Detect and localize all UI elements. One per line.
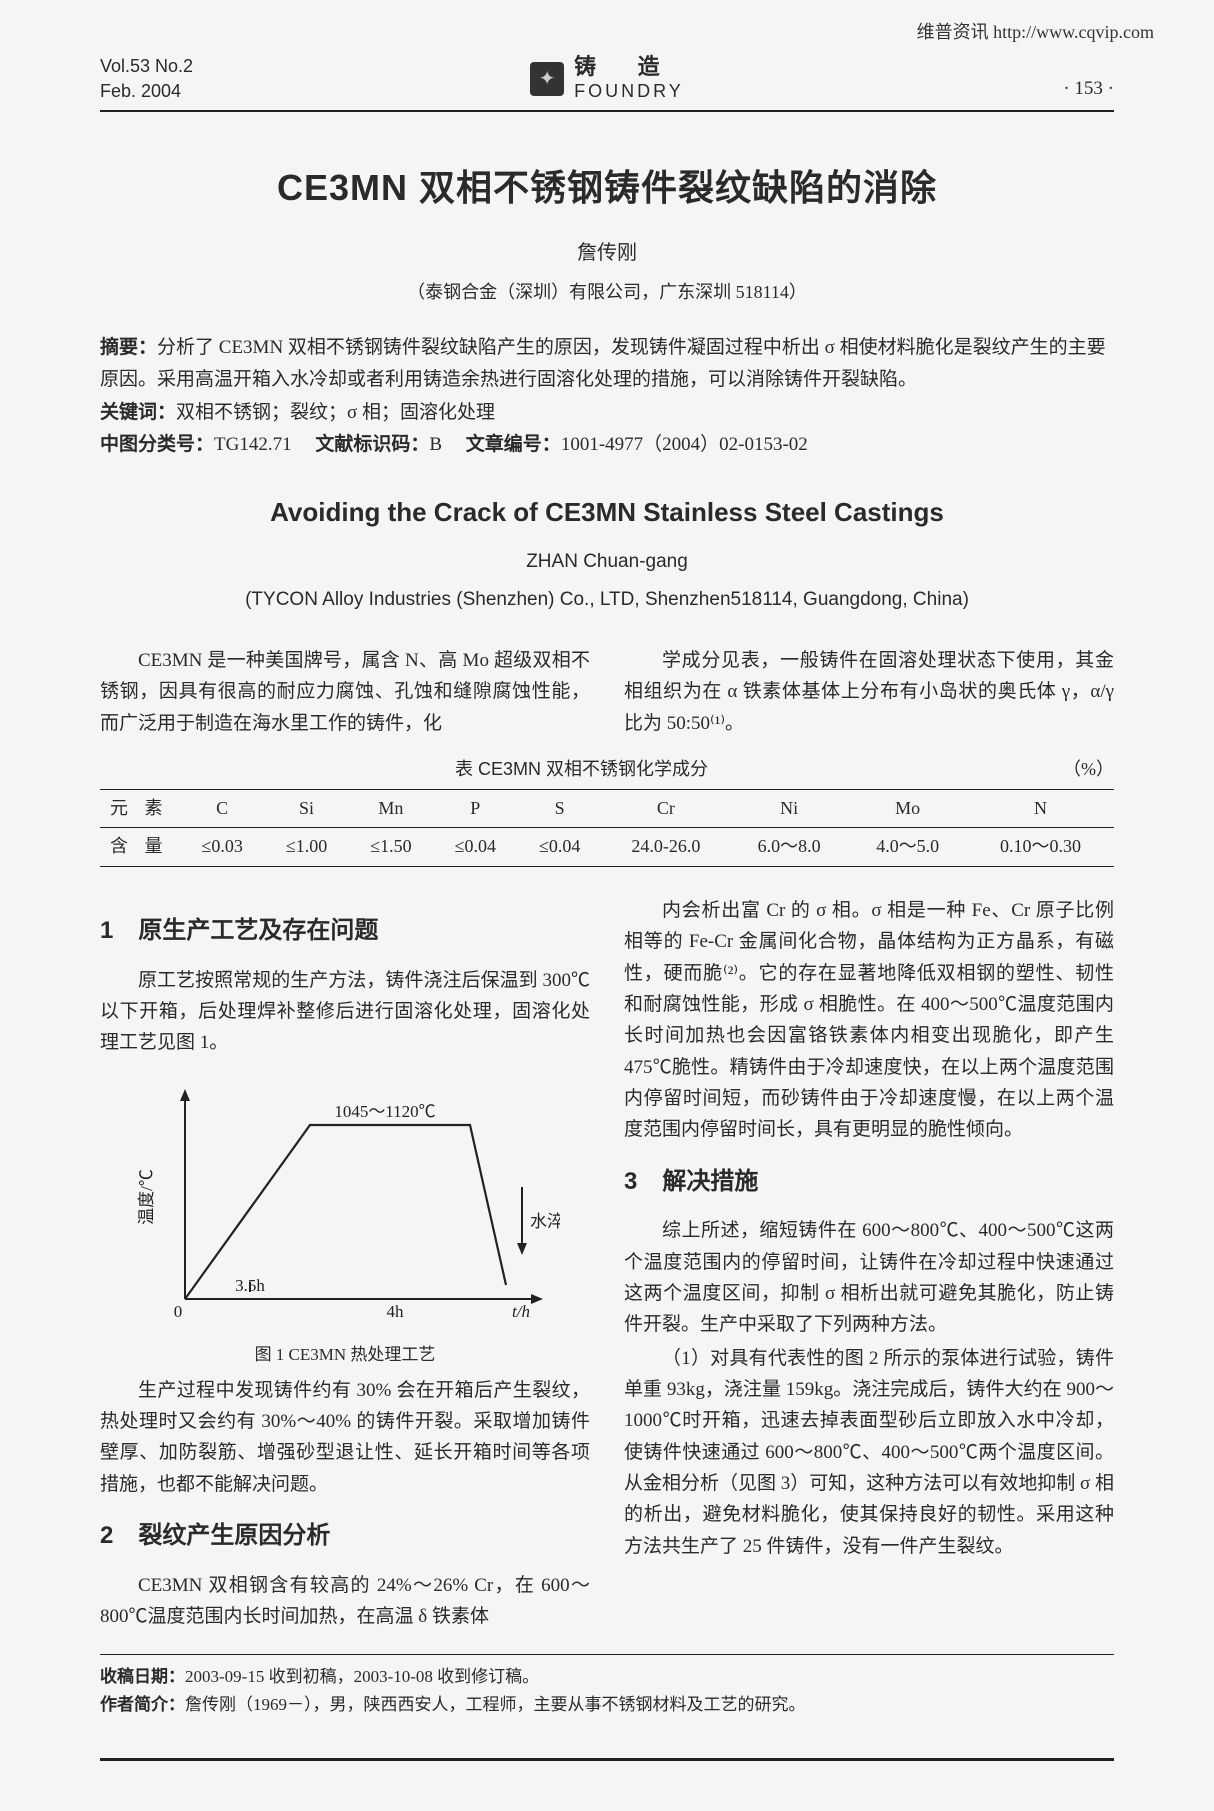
chart-rise-label: 3.5h [235, 1276, 265, 1295]
page: Vol.53 No.2 Feb. 2004 ✦ 铸 造 FOUNDRY · 15… [0, 48, 1214, 1811]
clc-label: 中图分类号： [100, 434, 214, 455]
section-1-heading: 1原生产工艺及存在问题 [100, 911, 590, 951]
article-title-en: Avoiding the Crack of CE3MN Stainless St… [100, 491, 1114, 534]
section-1-p2: 生产过程中发现铸件约有 30% 会在开箱后产生裂纹，热处理时又会约有 30%～4… [100, 1375, 590, 1500]
composition-table: 元 素 C Si Mn P S Cr Ni Mo N 含 量 ≤0.03 ≤1.… [100, 789, 1114, 867]
articleno-label: 文章编号： [466, 434, 561, 455]
author-cn: 詹传刚 [100, 237, 1114, 270]
left-column: 1原生产工艺及存在问题 原工艺按照常规的生产方法，铸件浇注后保温到 300℃以下… [100, 895, 590, 1634]
table-val: ≤1.50 [349, 828, 433, 867]
abstract-block: 摘要：分析了 CE3MN 双相不锈钢铸件裂纹缺陷产生的原因，发现铸件凝固过程中析… [100, 332, 1114, 461]
section-2-title: 裂纹产生原因分析 [138, 1522, 330, 1549]
journal-name-cn: 铸 造 [574, 54, 678, 79]
table-row: 含 量 ≤0.03 ≤1.00 ≤1.50 ≤0.04 ≤0.04 24.0-2… [100, 828, 1114, 867]
section-1-title: 原生产工艺及存在问题 [138, 917, 378, 944]
table-col: C [180, 789, 264, 828]
table-val: ≤0.04 [518, 828, 602, 867]
author-en: ZHAN Chuan-gang [100, 546, 1114, 577]
table-header-label: 元 素 [100, 789, 180, 828]
table-col: N [967, 789, 1114, 828]
table-val: ≤0.04 [433, 828, 517, 867]
affiliation-cn: （泰钢合金（深圳）有限公司，广东深圳 518114） [100, 278, 1114, 308]
received-label: 收稿日期： [100, 1667, 185, 1686]
chart-hold-label: 4h [387, 1302, 405, 1321]
right-p1: 内会析出富 Cr 的 σ 相。σ 相是一种 Fe、Cr 原子比例相等的 Fe-C… [624, 895, 1114, 1146]
author-bio-text: 詹传刚（1969－），男，陕西西安人，工程师，主要从事不锈钢材料及工艺的研究。 [185, 1695, 806, 1714]
chart-xlabel: t/h [512, 1302, 530, 1321]
section-3-p2: （1）对具有代表性的图 2 所示的泵体进行试验，铸件单重 93kg，浇注量 15… [624, 1343, 1114, 1562]
article-footer: 收稿日期：2003-09-15 收到初稿，2003-10-08 收到修订稿。 作… [100, 1663, 1114, 1717]
journal-name-en: FOUNDRY [574, 81, 684, 101]
abstract-label: 摘要： [100, 337, 157, 358]
intro-left: CE3MN 是一种美国牌号，属含 N、高 Mo 超级双相不锈钢，因具有很高的耐应… [100, 645, 590, 739]
abstract-text: 分析了 CE3MN 双相不锈钢铸件裂纹缺陷产生的原因，发现铸件凝固过程中析出 σ… [100, 337, 1106, 390]
volume-line: Vol.53 No.2 [100, 54, 404, 79]
intro-columns: CE3MN 是一种美国牌号，属含 N、高 Mo 超级双相不锈钢，因具有很高的耐应… [100, 645, 1114, 739]
footer-separator [100, 1654, 1114, 1655]
keywords-text: 双相不锈钢；裂纹；σ 相；固溶化处理 [176, 402, 495, 423]
section-3-p1: 综上所述，缩短铸件在 600～800℃、400～500℃这两个温度范围内的停留时… [624, 1215, 1114, 1340]
table-val: 6.0～8.0 [730, 828, 849, 867]
body-columns: 1原生产工艺及存在问题 原工艺按照常规的生产方法，铸件浇注后保温到 300℃以下… [100, 895, 1114, 1634]
article-title-cn: CE3MN 双相不锈钢铸件裂纹缺陷的消除 [100, 158, 1114, 217]
table-col: S [518, 789, 602, 828]
received-text: 2003-09-15 收到初稿，2003-10-08 收到修订稿。 [185, 1667, 539, 1686]
table-caption: 表 CE3MN 双相不锈钢化学成分 （%） [100, 755, 1114, 785]
chart-top-label: 1045～1120℃ [334, 1102, 435, 1121]
chart-quench-label: 水淬 [530, 1212, 560, 1231]
header-left: Vol.53 No.2 Feb. 2004 [100, 54, 404, 104]
figure-1-caption: 图 1 CE3MN 热处理工艺 [100, 1341, 590, 1369]
chart-ylabel: 温度/℃ [137, 1169, 156, 1225]
chart-axes [180, 1089, 543, 1304]
page-number: · 153 · [810, 73, 1114, 104]
chart-plot-line [185, 1125, 506, 1299]
table-col: Si [264, 789, 348, 828]
table-col: P [433, 789, 517, 828]
table-col: Cr [602, 789, 730, 828]
right-column: 内会析出富 Cr 的 σ 相。σ 相是一种 Fe、Cr 原子比例相等的 Fe-C… [624, 895, 1114, 1634]
table-val: ≤0.03 [180, 828, 264, 867]
articleno-value: 1001-4977（2004）02-0153-02 [561, 434, 808, 455]
table-col: Ni [730, 789, 849, 828]
table-row: 元 素 C Si Mn P S Cr Ni Mo N [100, 789, 1114, 828]
affiliation-en: (TYCON Alloy Industries (Shenzhen) Co., … [100, 584, 1114, 615]
section-3-title: 解决措施 [662, 1168, 758, 1195]
table-val: 24.0-26.0 [602, 828, 730, 867]
section-2-p1: CE3MN 双相钢含有较高的 24%～26% Cr，在 600～800℃温度范围… [100, 1570, 590, 1633]
table-caption-text: 表 CE3MN 双相不锈钢化学成分 [455, 759, 708, 779]
journal-logo-icon: ✦ [530, 62, 564, 96]
figure-1: 温度/℃ 1045～1120℃ 3.5h [100, 1077, 590, 1369]
table-val: 0.10～0.30 [967, 828, 1114, 867]
header-center: ✦ 铸 造 FOUNDRY [404, 54, 810, 104]
doccode-value: B [429, 434, 442, 455]
section-2-heading: 2裂纹产生原因分析 [100, 1516, 590, 1556]
author-bio-label: 作者简介： [100, 1695, 185, 1714]
intro-right: 学成分见表，一般铸件在固溶处理状态下使用，其金相组织为在 α 铁素体基体上分布有… [624, 645, 1114, 739]
keywords-label: 关键词： [100, 402, 176, 423]
table-col: Mo [848, 789, 967, 828]
chart-origin: 0 [174, 1302, 183, 1321]
date-line: Feb. 2004 [100, 79, 404, 104]
doccode-label: 文献标识码： [315, 434, 429, 455]
table-val: 4.0～5.0 [848, 828, 967, 867]
table-unit: （%） [1063, 755, 1114, 785]
bottom-rule [100, 1758, 1114, 1761]
section-1-p1: 原工艺按照常规的生产方法，铸件浇注后保温到 300℃以下开箱，后处理焊补整修后进… [100, 965, 590, 1059]
section-3-heading: 3解决措施 [624, 1162, 1114, 1202]
figure-1-chart: 温度/℃ 1045～1120℃ 3.5h [130, 1077, 560, 1337]
clc-value: TG142.71 [214, 434, 292, 455]
page-header: Vol.53 No.2 Feb. 2004 ✦ 铸 造 FOUNDRY · 15… [100, 54, 1114, 112]
table-col: Mn [349, 789, 433, 828]
table-val: ≤1.00 [264, 828, 348, 867]
watermark: 维普资讯 http://www.cqvip.com [0, 0, 1214, 48]
table-content-label: 含 量 [100, 828, 180, 867]
